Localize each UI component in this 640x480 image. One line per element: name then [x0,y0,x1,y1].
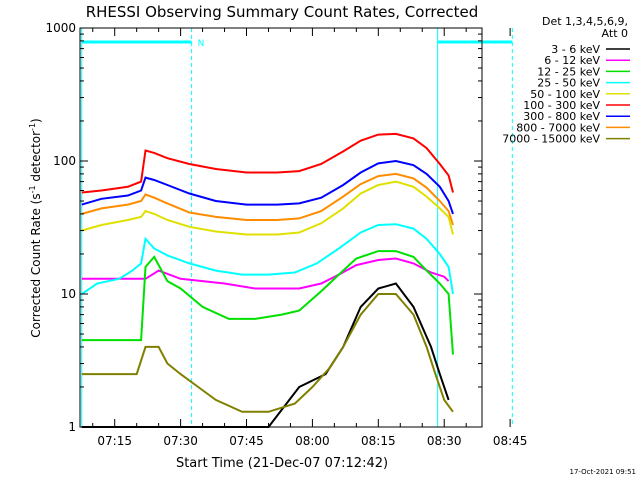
legend-label: 100 - 300 keV [523,99,600,112]
legend-label: 25 - 50 keV [537,77,600,90]
y-tick-label: 10 [61,287,76,301]
legend-header-line-2: Att 0 [602,27,628,40]
night-label: N [198,39,205,49]
y-tick-label: 1000 [45,21,76,35]
series-line-3 [81,250,454,355]
x-tick-label: 07:15 [97,434,132,448]
series-line-2 [81,257,450,290]
legend-label: 7000 - 15000 keV [502,133,600,146]
y-axis-label: Corrected Count Rate (s-1 detector-1) [28,118,43,337]
legend-label: 6 - 12 keV [544,54,600,67]
series-line-7 [81,159,454,215]
y-axis-label-exp1: -1 [28,185,37,193]
y-axis-label-end: ) [29,118,43,123]
series-line-5 [81,180,454,236]
legend-label: 3 - 6 keV [551,43,600,56]
legend-label: 12 - 25 keV [537,65,600,78]
y-tick-label: 100 [53,154,76,168]
series-line-4 [81,223,454,295]
x-tick-label: 08:15 [361,434,396,448]
x-tick-label: 08:30 [427,434,462,448]
x-tick-label: 07:45 [229,434,264,448]
footer-timestamp: 17-Oct-2021 09:51 [570,468,636,476]
x-tick-label: 08:00 [295,434,330,448]
series-line-8 [81,172,454,226]
legend-header-line-1: Det 1,3,4,5,6,9, [542,15,628,28]
legend-label: 800 - 7000 keV [516,121,600,134]
y-axis-label-mid: detector [29,131,43,186]
x-tick-label: 08:45 [493,434,528,448]
series-line-9 [81,293,454,413]
series-line-6 [81,132,454,194]
y-axis-label-main: Corrected Count Rate (s [29,193,43,337]
chart-title: RHESSI Observing Summary Count Rates, Co… [86,3,479,21]
y-tick-label: 1 [68,420,76,434]
legend-label: 50 - 100 keV [530,88,600,101]
legend-label: 300 - 800 keV [523,110,600,123]
x-tick-label: 07:30 [163,434,198,448]
y-axis-label-exp2: -1 [28,123,37,131]
plot-frame [79,27,483,428]
x-axis-label: Start Time (21-Dec-07 07:12:42) [176,456,388,471]
